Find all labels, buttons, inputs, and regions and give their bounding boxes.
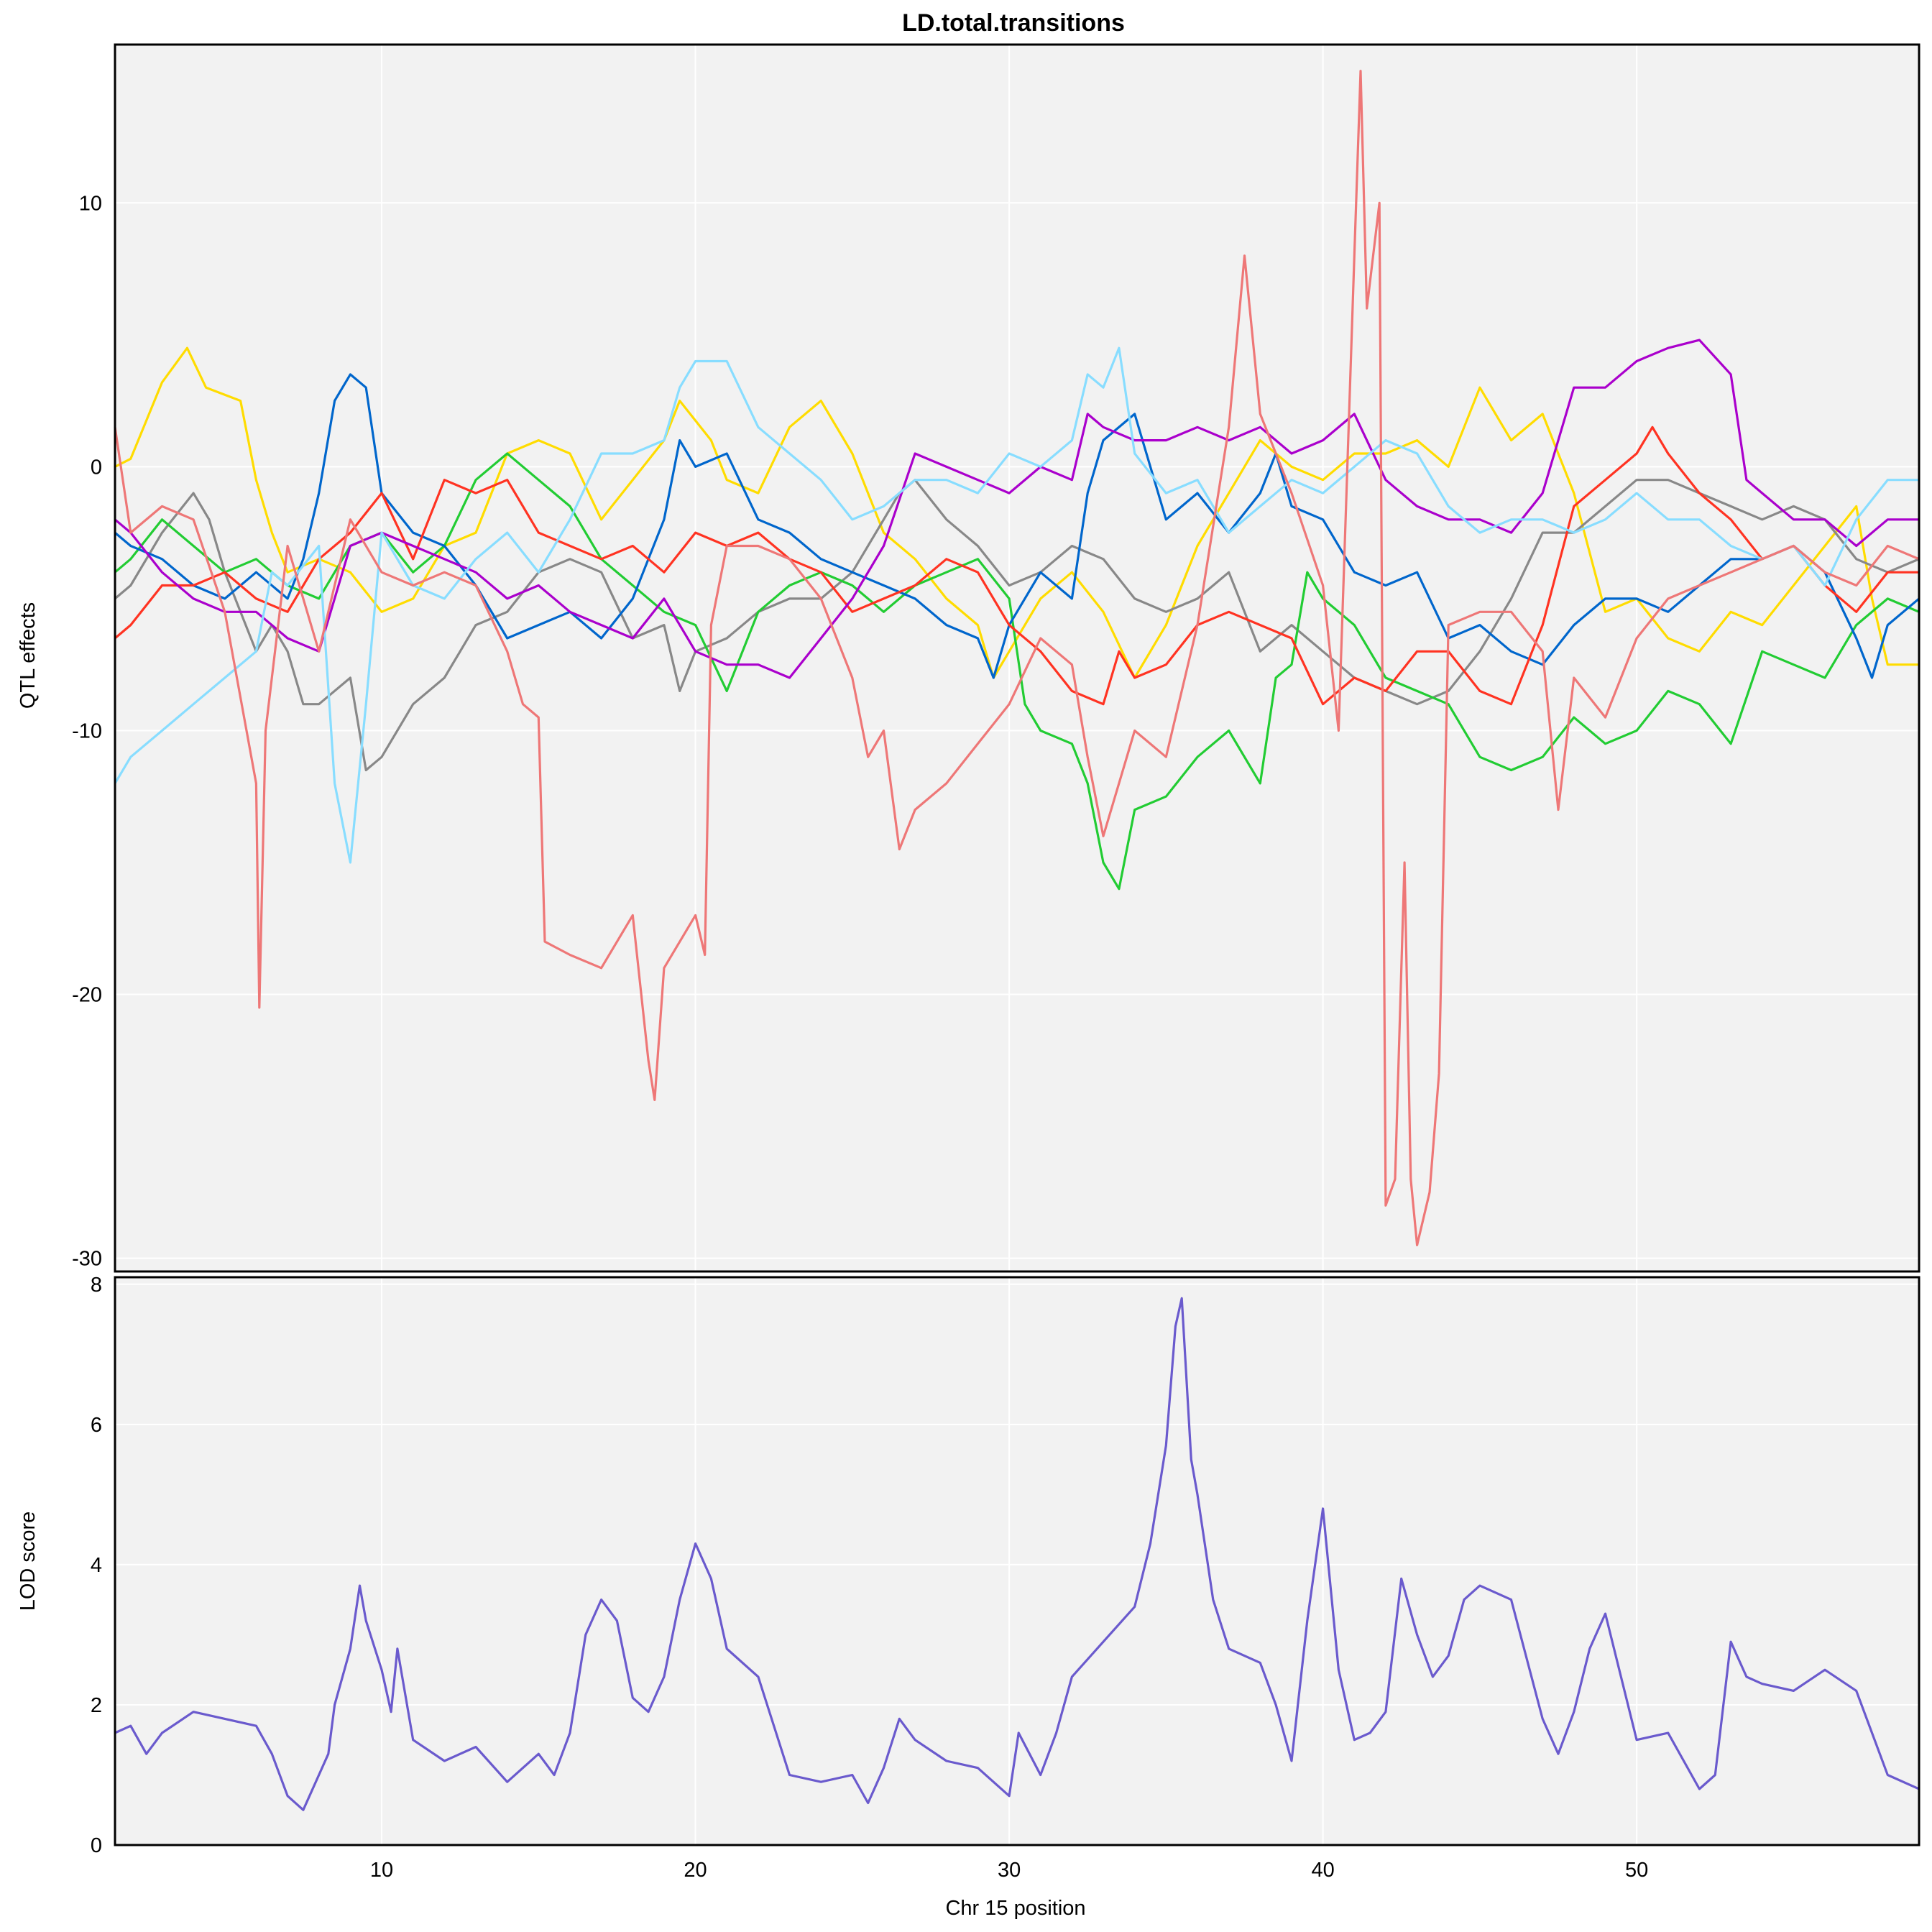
lod-y-tick-label: 6 <box>91 1414 102 1437</box>
effects-series-line-7 <box>114 346 1919 864</box>
effects-series-line-3 <box>114 452 1920 891</box>
effects-y-axis-title: QTL effects <box>17 602 40 709</box>
lod-panel-border <box>114 1276 1920 1846</box>
x-tick-label: 50 <box>1625 1859 1648 1882</box>
effects-y-tick-label: 10 <box>79 192 102 215</box>
effects-series-line-8 <box>114 70 1920 1246</box>
effects-y-tick-label: 0 <box>91 456 102 479</box>
x-tick-labels: 10 20 30 40 50 <box>370 1859 1648 1882</box>
effects-series-line-1 <box>114 346 1919 679</box>
effects-y-tick-label: -20 <box>72 984 102 1007</box>
x-tick-label: 20 <box>684 1859 707 1882</box>
x-tick-label: 40 <box>1311 1859 1334 1882</box>
lod-lines <box>114 1297 1920 1811</box>
lod-y-tick-label: 8 <box>91 1274 102 1297</box>
x-tick-label: 30 <box>998 1859 1021 1882</box>
effects-y-tick-labels: -30 -20 -10 0 10 <box>72 192 102 1270</box>
lod-panel-background <box>115 1277 1919 1845</box>
lod-y-tick-label: 4 <box>91 1554 102 1577</box>
lod-y-tick-labels: 0 2 4 6 8 <box>91 1274 102 1857</box>
effects-grid <box>115 45 1919 1271</box>
lod-y-tick-label: 2 <box>91 1694 102 1717</box>
lod-y-tick-label: 0 <box>91 1834 102 1857</box>
effects-series-line-5 <box>114 426 1919 706</box>
lod-grid <box>115 1277 1919 1846</box>
chart-title: LD.total.transitions <box>902 9 1125 37</box>
lod-series-line-1 <box>114 1297 1920 1811</box>
effects-panel-border <box>114 43 1920 1273</box>
effects-y-tick-label: -10 <box>72 719 102 742</box>
effects-y-tick-label: -30 <box>72 1248 102 1271</box>
x-axis-title: Chr 15 position <box>945 1897 1085 1920</box>
lod-y-axis-title: LOD score <box>17 1512 40 1611</box>
effects-series-line-4 <box>114 373 1920 679</box>
x-tick-label: 10 <box>370 1859 393 1882</box>
effects-lines <box>114 70 1920 1246</box>
